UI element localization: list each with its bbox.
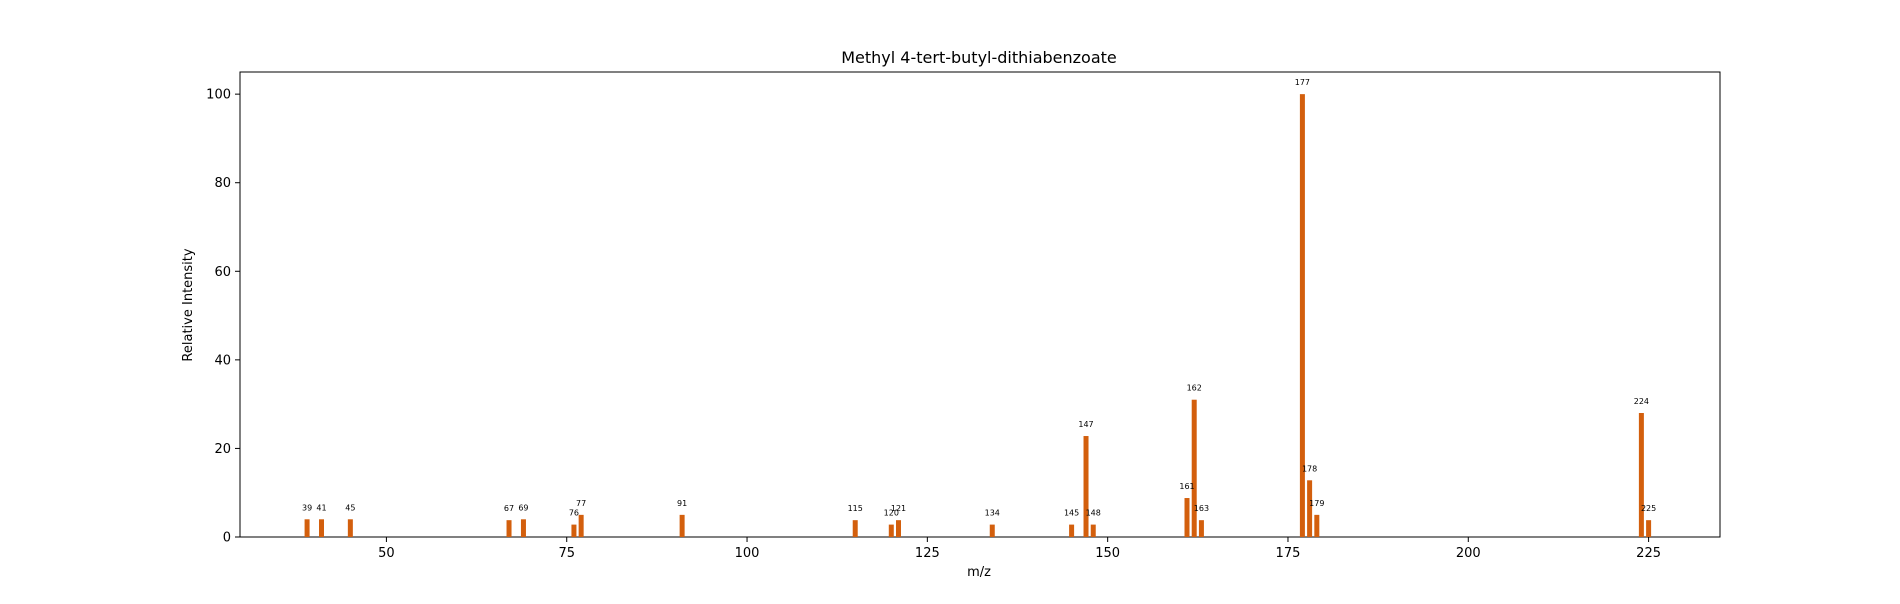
peak-label-177: 177 (1295, 78, 1310, 87)
peak-label-178: 178 (1302, 464, 1317, 473)
x-tick-label-100: 100 (735, 546, 760, 561)
peak-bar-121 (896, 520, 901, 537)
peak-label-147: 147 (1078, 420, 1093, 429)
peak-bar-163 (1198, 520, 1204, 537)
bars-layer (304, 94, 1652, 537)
peak-bar-177 (1299, 94, 1305, 537)
y-tick-label-60: 60 (214, 265, 231, 280)
y-tick-label-80: 80 (214, 176, 231, 191)
x-tick-label-125: 125 (915, 546, 940, 561)
peak-label-69: 69 (518, 503, 528, 512)
peak-bar-76 (571, 524, 577, 537)
peak-label-225: 225 (1641, 504, 1656, 513)
peak-bar-147 (1083, 436, 1089, 537)
x-tick-label-225: 225 (1636, 546, 1661, 561)
chart-title: Methyl 4-tert-butyl-dithiabenzoate (841, 48, 1117, 67)
peak-bar-41 (319, 519, 324, 537)
peak-bar-148 (1090, 524, 1096, 537)
x-tick-label-175: 175 (1276, 546, 1301, 561)
peak-bar-134 (989, 524, 995, 537)
peak-bar-77 (578, 514, 584, 537)
peak-label-224: 224 (1634, 397, 1649, 406)
peak-label-145: 145 (1064, 509, 1079, 518)
y-axis-label: Relative Intensity (181, 248, 196, 361)
peak-bar-91 (679, 514, 685, 537)
peak-bar-161 (1184, 498, 1190, 537)
peak-label-161: 161 (1179, 482, 1194, 491)
peak-label-115: 115 (848, 504, 863, 513)
peak-label-77: 77 (576, 499, 586, 508)
x-tick-label-50: 50 (378, 546, 395, 561)
peak-bar-115 (852, 520, 858, 537)
y-tick-label-0: 0 (223, 531, 231, 546)
peak-label-179: 179 (1309, 499, 1324, 508)
y-tick-label-20: 20 (214, 442, 231, 457)
peak-label-45: 45 (345, 503, 355, 512)
peak-label-39: 39 (302, 503, 312, 512)
peak-bar-145 (1069, 524, 1075, 537)
peak-label-148: 148 (1086, 509, 1101, 518)
x-ticks-layer: 50 75 100 125 150 175 200 225 (378, 537, 1661, 561)
peak-label-134: 134 (985, 509, 1000, 518)
peak-label-120: 120 (884, 509, 899, 518)
peak-label-67: 67 (504, 504, 514, 513)
peak-label-76: 76 (569, 509, 579, 518)
plot-frame (239, 71, 1721, 538)
peak-bar-39 (304, 519, 310, 537)
peak-bar-69 (520, 519, 526, 537)
x-tick-label-150: 150 (1095, 546, 1120, 561)
y-ticks-layer: 0 20 40 60 80 100 (206, 88, 240, 546)
peak-label-163: 163 (1194, 504, 1209, 513)
plot-area (239, 71, 1721, 538)
y-tick-label-40: 40 (214, 353, 231, 368)
peak-label-121: 121 (891, 504, 906, 513)
peak-label-41: 41 (316, 503, 326, 512)
peak-bar-162 (1191, 399, 1197, 537)
peak-bar-178 (1307, 480, 1313, 537)
x-tick-label-75: 75 (558, 546, 575, 561)
x-tick-label-200: 200 (1456, 546, 1481, 561)
peak-bar-45 (347, 519, 353, 537)
peak-bar-179 (1314, 514, 1320, 537)
y-tick-label-100: 100 (206, 88, 231, 103)
peak-bar-67 (506, 520, 512, 537)
peak-bar-225 (1646, 520, 1652, 537)
peak-bar-120 (888, 524, 894, 537)
peak-label-162: 162 (1187, 384, 1202, 393)
peak-bar-224 (1638, 413, 1644, 537)
x-axis-label: m/z (967, 565, 991, 580)
peak-label-91: 91 (677, 499, 687, 508)
